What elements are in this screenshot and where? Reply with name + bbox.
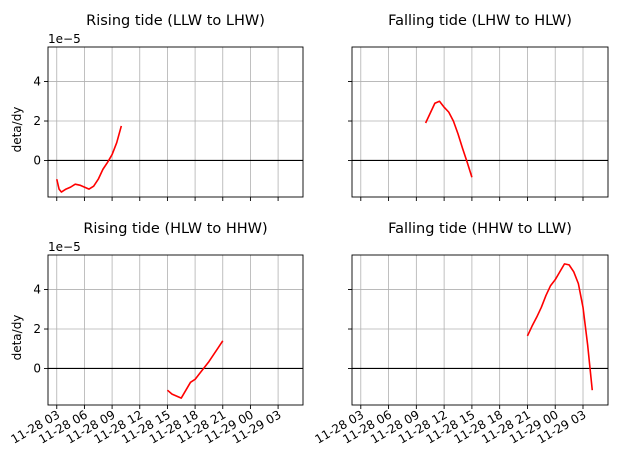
y-axis-label: deta/dy [10, 315, 24, 361]
series-line [526, 263, 594, 391]
axes-frame [47, 254, 304, 406]
subplot-title: Rising tide (LLW to LHW) [86, 13, 265, 29]
series-line [166, 340, 224, 399]
axes-frame [351, 254, 609, 406]
subplot-2: Falling tide (LHW to HLW) [348, 13, 609, 201]
axes-frame [47, 46, 304, 198]
axes-frame [351, 46, 609, 198]
subplot-title: Falling tide (HHW to LLW) [388, 221, 572, 237]
y-tick-label: 4 [33, 283, 41, 297]
y-tick-label: 4 [33, 75, 41, 89]
y-tick-label: 0 [33, 361, 41, 375]
y-offset-label: 1e−5 [48, 240, 81, 254]
subplot-title: Rising tide (HLW to HHW) [83, 221, 267, 237]
y-offset-label: 1e−5 [48, 32, 81, 46]
subplot-title: Falling tide (LHW to HLW) [388, 13, 572, 29]
y-tick-label: 2 [33, 114, 41, 128]
series-line [55, 125, 123, 193]
y-tick-label: 2 [33, 322, 41, 336]
series-line [424, 100, 473, 178]
y-axis-label: deta/dy [10, 107, 24, 153]
subplot-1: 0 2 4 1e−5 deta/dy Rising tide (LLW to LHW) [10, 13, 304, 201]
y-tick-label: 0 [33, 153, 41, 167]
